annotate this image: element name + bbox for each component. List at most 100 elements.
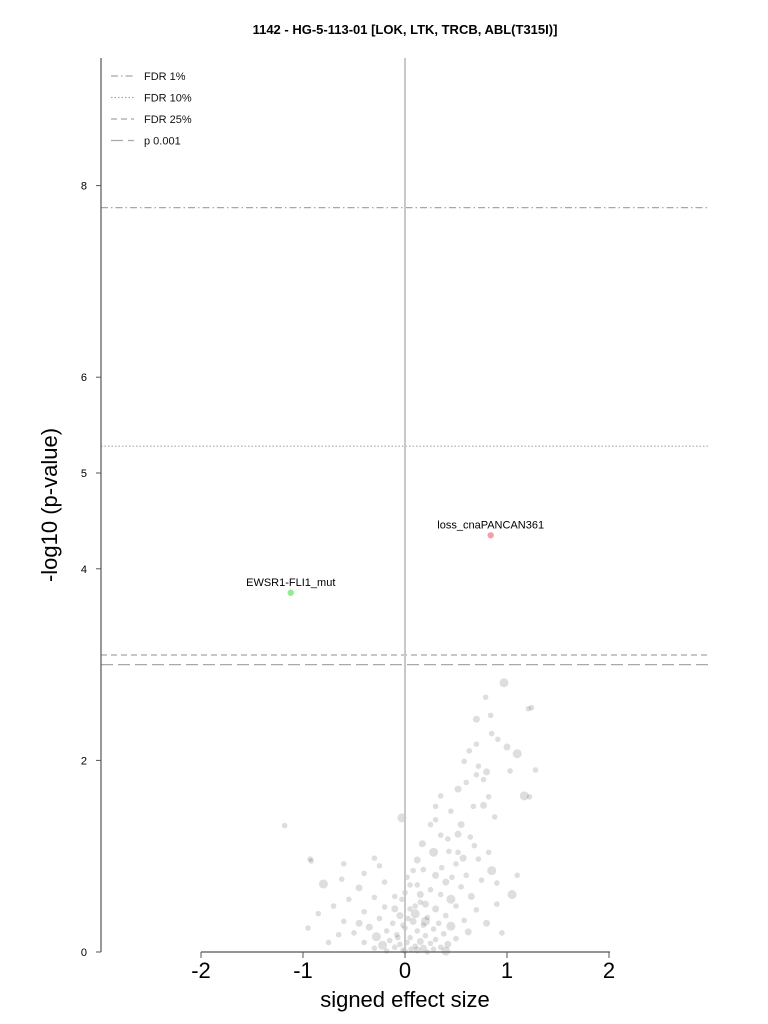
y-tick-label: 0: [81, 947, 87, 959]
data-point: [453, 935, 459, 942]
data-point: [381, 904, 388, 910]
data-point: [507, 890, 517, 900]
data-point: [445, 836, 451, 842]
data-point: [371, 945, 378, 951]
y-tick-label: 2: [81, 755, 87, 767]
data-point: [407, 906, 413, 912]
data-point: [346, 896, 352, 903]
data-point: [446, 921, 456, 931]
highlighted-points: EWSR1-FLI1_mut loss_cnaPANCAN361: [246, 519, 544, 596]
data-point: [526, 794, 533, 800]
data-point: [392, 944, 398, 951]
data-point: [408, 946, 414, 952]
data-point: [412, 903, 419, 909]
data-point: [480, 776, 487, 783]
data-point: [488, 730, 495, 737]
y-tick-label: 4: [81, 564, 87, 576]
data-point: [396, 912, 404, 920]
y-tick-label: 5: [81, 468, 87, 480]
data-point: [413, 856, 421, 864]
data-point: [305, 925, 311, 931]
data-point: [361, 870, 368, 877]
data-point: [443, 912, 449, 919]
data-point: [459, 854, 467, 862]
data-point: [495, 736, 501, 743]
data-point: [512, 749, 522, 759]
data-point: [472, 715, 480, 723]
data-point: [446, 848, 452, 855]
data-point: [414, 882, 421, 888]
data-point: [449, 874, 455, 881]
data-point: [391, 905, 399, 913]
x-tick-label: 0: [399, 958, 411, 983]
x-tick-label: -2: [191, 958, 211, 983]
data-point: [475, 856, 482, 862]
data-point: [473, 907, 480, 913]
data-point: [416, 937, 424, 945]
data-point: [432, 905, 440, 913]
data-point: [453, 903, 459, 909]
data-point: [532, 767, 539, 773]
data-point: [454, 785, 462, 793]
data-point: [361, 908, 368, 915]
data-point: [440, 930, 447, 937]
data-point: [507, 768, 513, 774]
data-point: [281, 822, 288, 829]
x-tick-label: -1: [293, 958, 313, 983]
data-point: [461, 917, 467, 924]
data-point: [417, 899, 424, 905]
data-point: [442, 878, 450, 886]
data-point: [355, 884, 363, 892]
legend-label-3: p 0.001: [144, 136, 181, 148]
data-point: [453, 861, 459, 867]
data-point: [392, 893, 398, 900]
legend: FDR 1% FDR 10% FDR 25% p 0.001: [111, 71, 192, 148]
data-point: [407, 882, 413, 888]
data-point: [448, 808, 454, 814]
x-axis-label: signed effect size: [320, 987, 490, 1012]
data-point: [330, 903, 337, 909]
data-point: [432, 816, 439, 823]
data-point: [430, 926, 437, 932]
data-point: [461, 758, 467, 765]
data-point: [389, 920, 396, 927]
data-point: [485, 794, 492, 800]
data-point: [399, 896, 405, 903]
data-point: [470, 803, 477, 810]
data-point: [410, 909, 420, 919]
data-point: [528, 704, 535, 711]
data-point: [427, 886, 434, 893]
data-point: [325, 939, 332, 946]
y-tick-label: 8: [81, 181, 87, 193]
data-point: [473, 771, 480, 778]
data-point: [405, 915, 411, 922]
legend-label-1: FDR 10%: [144, 93, 192, 105]
data-point: [427, 940, 434, 947]
x-ticks: -2 -1 0 1 2: [191, 952, 615, 983]
data-point: [335, 931, 342, 938]
data-point: [494, 880, 500, 886]
data-point: [419, 944, 427, 952]
data-point: [307, 856, 313, 862]
point-label-0: EWSR1-FLI1_mut: [246, 577, 335, 589]
data-point: [454, 830, 462, 838]
y-ticks: 0 2 4 5 6 8: [81, 181, 101, 959]
data-point: [473, 741, 480, 747]
data-point: [420, 916, 430, 926]
data-point: [487, 866, 497, 876]
data-point: [386, 937, 393, 944]
data-point: [430, 946, 437, 952]
data-point: [351, 930, 357, 936]
data-point: [416, 891, 424, 899]
data-point: [499, 678, 509, 688]
data-point: [438, 864, 445, 871]
data-point: [475, 763, 482, 769]
data-point: [478, 877, 485, 883]
data-point: [394, 931, 400, 938]
data-point: [471, 842, 478, 849]
data-point: [383, 928, 390, 934]
data-point: [427, 821, 434, 828]
y-axis-label: -log10 (p-value): [37, 428, 62, 582]
data-point: [437, 944, 444, 951]
